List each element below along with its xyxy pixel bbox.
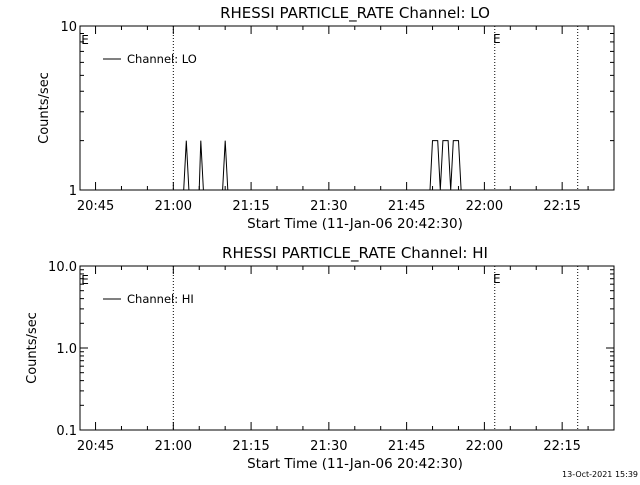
panel1-left-edge-marker-label: E [81,33,89,47]
timestamp-label: 13-Oct-2021 15:39 [562,470,638,479]
panel2-x-tick-label: 21:30 [310,439,347,454]
panel1-plot-frame [79,25,615,191]
panel1-y-tick-label: 1 [69,184,77,199]
panel1-x-tick-label: 21:15 [232,199,269,214]
panel2-y-tick-label: 0.1 [56,424,77,439]
panel1-series-line-0 [183,140,464,191]
panel2-x-tick-label: 20:45 [77,439,114,454]
panel1-x-tick-label: 22:00 [466,199,503,214]
panel2-legend-label: Channel: HI [127,292,194,306]
panel1-x-axis-label: Start Time (11-Jan-06 20:42:30) [247,216,463,232]
panel2-plot-frame [79,265,615,431]
panel2-chart-title: RHESSI PARTICLE_RATE Channel: HI [222,244,488,263]
panel1-y-tick-label: 10 [60,20,77,35]
panel1-x-tick-label: 20:45 [77,199,114,214]
panel2-left-edge-marker-label: E [81,273,89,287]
panel1-x-tick-label: 21:45 [388,199,425,214]
panel2-y-tick-label: 10.0 [48,260,77,275]
panel1-x-tick-label: 21:30 [310,199,347,214]
panel2-event-marker-label: E [493,272,501,286]
panel2-x-axis-label: Start Time (11-Jan-06 20:42:30) [247,456,463,472]
panel1-chart-title: RHESSI PARTICLE_RATE Channel: LO [220,4,490,23]
panel2-x-tick-label: 22:00 [466,439,503,454]
panel2-x-tick-label: 21:00 [155,439,192,454]
panel2-y-axis-label: Counts/sec [25,312,40,384]
panel1-legend-label: Channel: LO [127,52,197,66]
panel2-x-tick-label: 21:45 [388,439,425,454]
panel2-y-tick-label: 1.0 [56,342,77,357]
panel1-event-marker-label: E [493,32,501,46]
panel1-y-axis-label: Counts/sec [37,72,52,144]
panel2-x-tick-label: 22:15 [543,439,580,454]
panel1-x-tick-label: 21:00 [155,199,192,214]
panel1-x-tick-label: 22:15 [543,199,580,214]
panel2-x-tick-label: 21:15 [232,439,269,454]
